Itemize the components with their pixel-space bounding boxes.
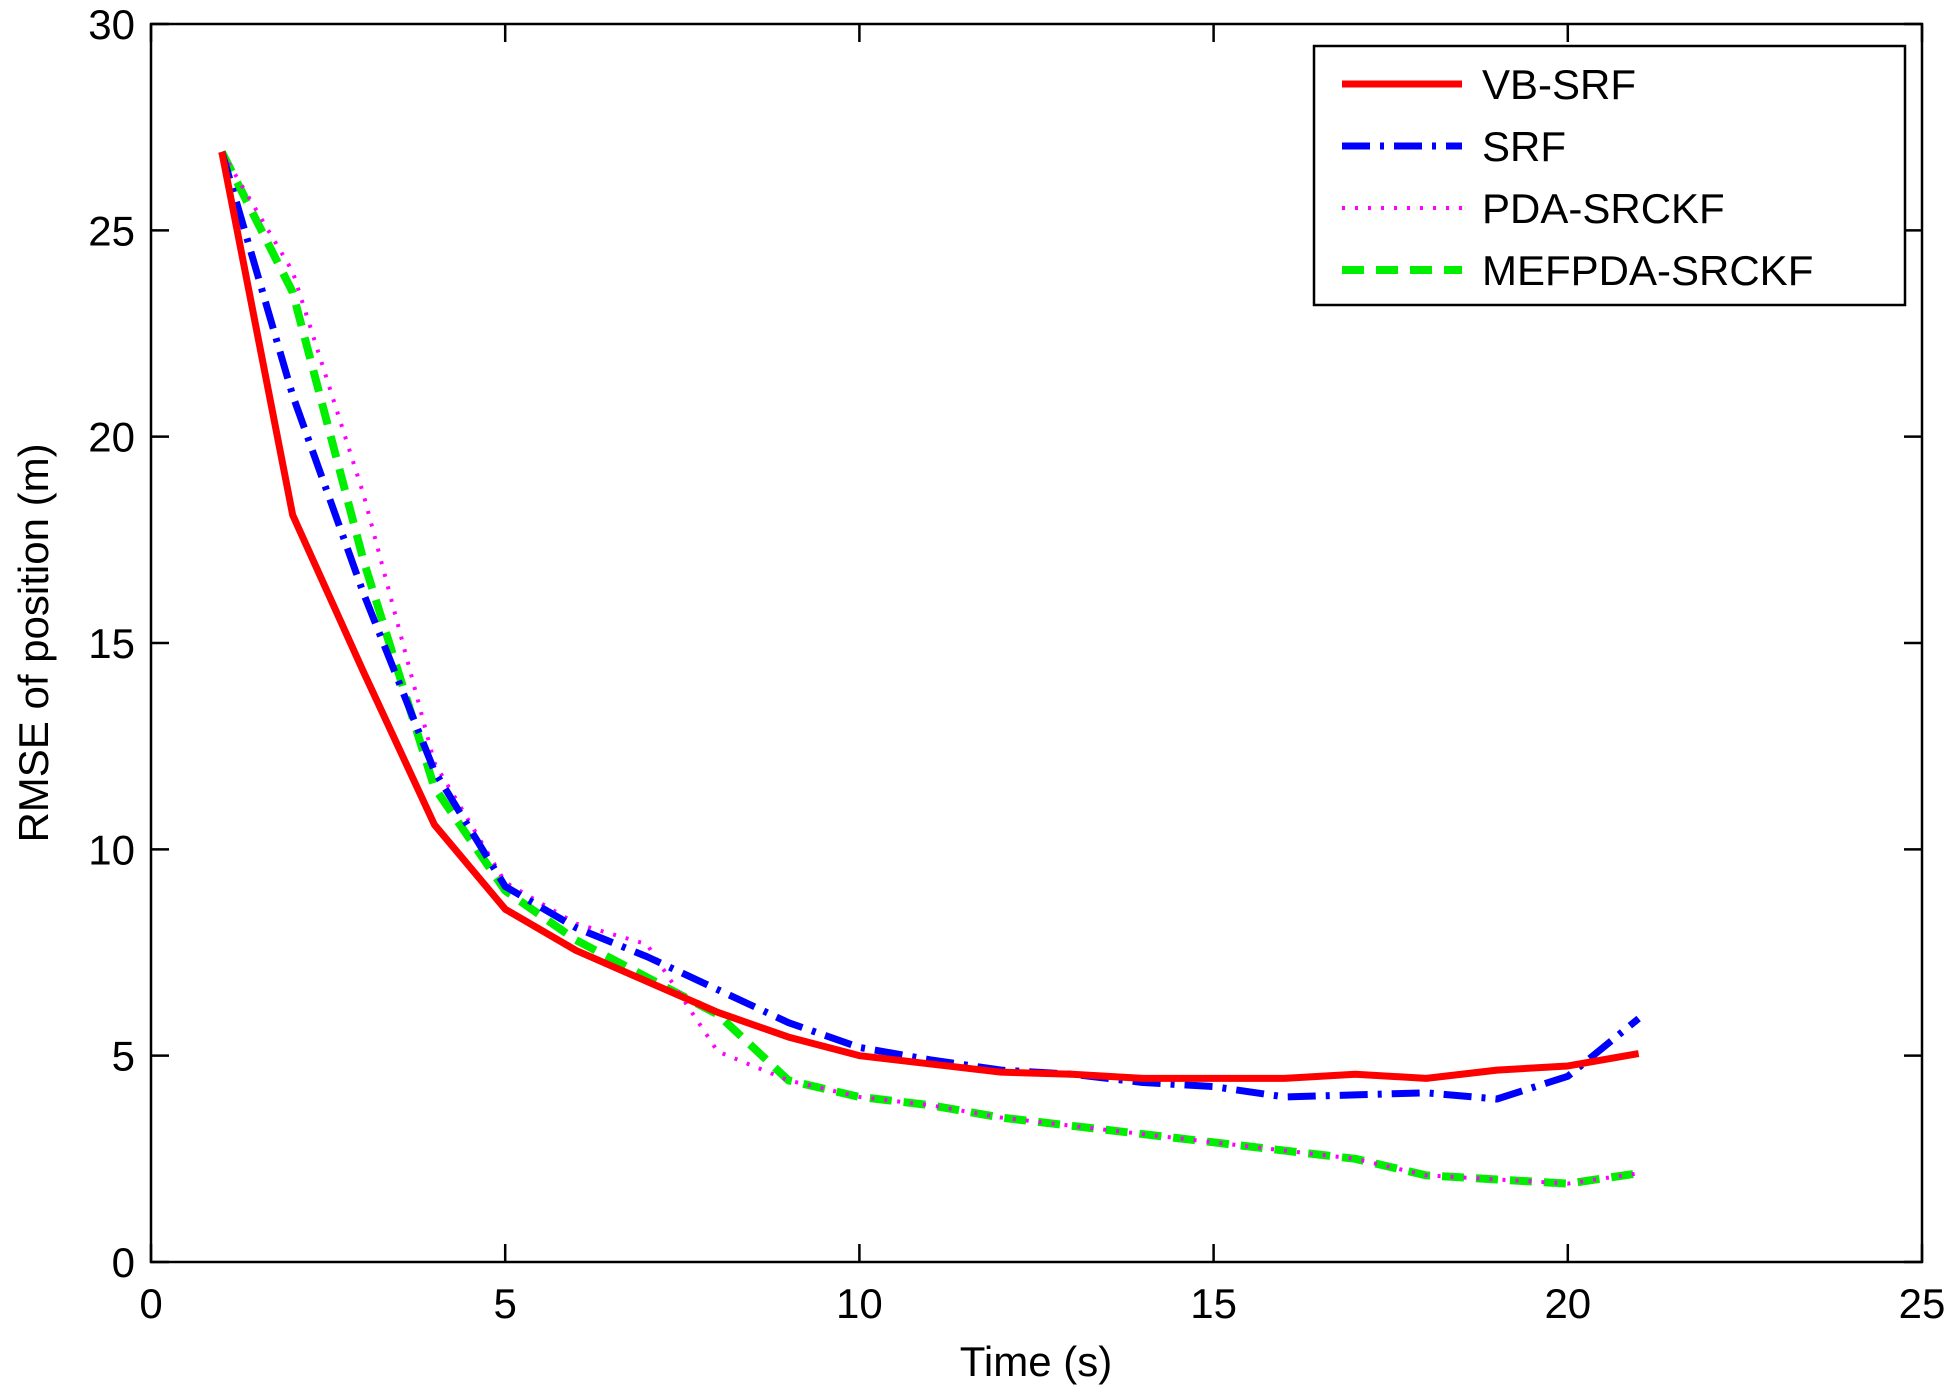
y-tick-label: 0 bbox=[112, 1239, 135, 1286]
legend-label: VB-SRF bbox=[1482, 61, 1636, 108]
y-tick-label: 30 bbox=[88, 1, 135, 48]
legend-label: PDA-SRCKF bbox=[1482, 185, 1725, 232]
x-tick-label: 25 bbox=[1899, 1280, 1946, 1327]
y-tick-label: 5 bbox=[112, 1033, 135, 1080]
series-line-mefpda-srckf bbox=[218, 150, 1640, 1188]
legend-label: MEFPDA-SRCKF bbox=[1482, 247, 1813, 294]
y-tick-label: 25 bbox=[88, 207, 135, 254]
series-line-vb-srf bbox=[218, 151, 1640, 1082]
x-tick-label: 20 bbox=[1544, 1280, 1591, 1327]
legend: VB-SRF SRF PDA-SRCKF MEFPDA-SRCKF bbox=[1312, 44, 1907, 307]
x-tick-label: 10 bbox=[836, 1280, 883, 1327]
y-axis-label: RMSE of position (m) bbox=[10, 443, 57, 842]
axis-ticks: 0 5 10 15 20 25 0 5 10 15 20 25 30 bbox=[88, 1, 1945, 1327]
series-lines bbox=[218, 150, 1641, 1188]
x-tick-label: 5 bbox=[494, 1280, 517, 1327]
x-tick-label: 15 bbox=[1190, 1280, 1237, 1327]
y-tick-label: 15 bbox=[88, 620, 135, 667]
legend-label: SRF bbox=[1482, 123, 1566, 170]
x-tick-label: 0 bbox=[139, 1280, 162, 1327]
y-tick-label: 20 bbox=[88, 414, 135, 461]
legend-box bbox=[1312, 44, 1907, 307]
x-axis-label: Time (s) bbox=[960, 1338, 1112, 1385]
y-tick-label: 10 bbox=[88, 826, 135, 873]
series-line-srf bbox=[218, 150, 1641, 1103]
